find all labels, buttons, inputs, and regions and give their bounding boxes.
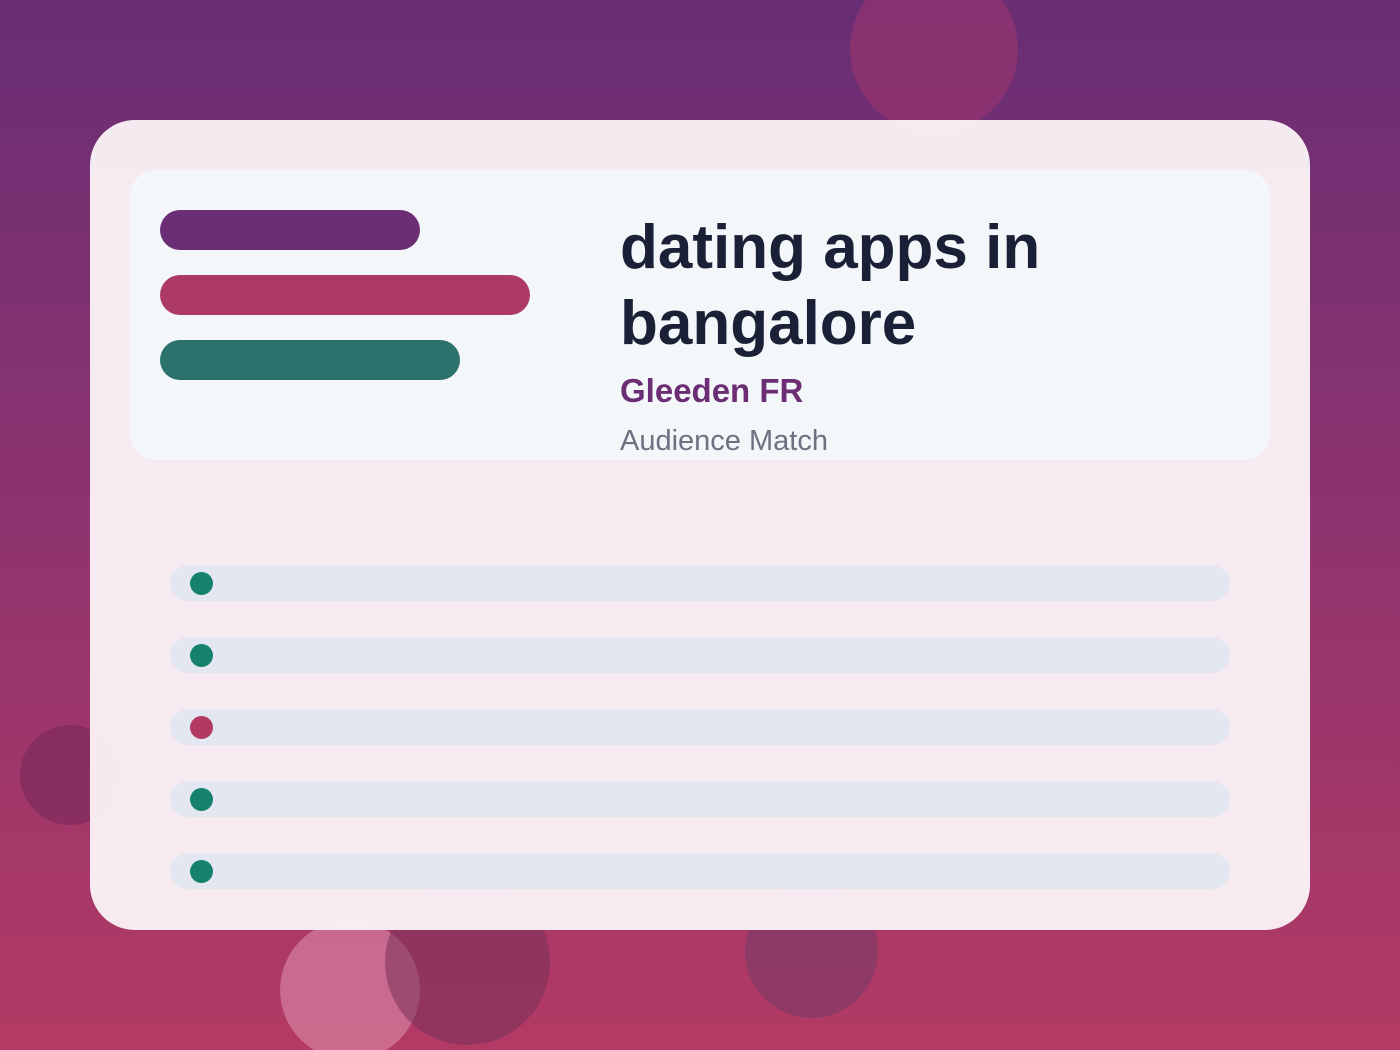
header-panel: dating apps in bangalore Gleeden FR Audi… (130, 170, 1270, 460)
subtitle: Audience Match (620, 425, 828, 457)
list-row (170, 853, 1230, 889)
card: dating apps in bangalore Gleeden FR Audi… (90, 120, 1310, 930)
status-dot (190, 788, 213, 811)
list-row (170, 637, 1230, 673)
status-dot (190, 860, 213, 883)
title: dating apps in bangalore (620, 213, 1041, 358)
decor-circle (850, 0, 1018, 133)
decor-bar (160, 340, 460, 380)
status-dot (190, 572, 213, 595)
brand: Gleeden FR (620, 372, 804, 409)
list-row (170, 781, 1230, 817)
list-row (170, 709, 1230, 745)
list-row (170, 565, 1230, 601)
status-dot (190, 644, 213, 667)
decor-bar (160, 210, 420, 250)
decor-bar (160, 275, 530, 315)
status-dot (190, 716, 213, 739)
